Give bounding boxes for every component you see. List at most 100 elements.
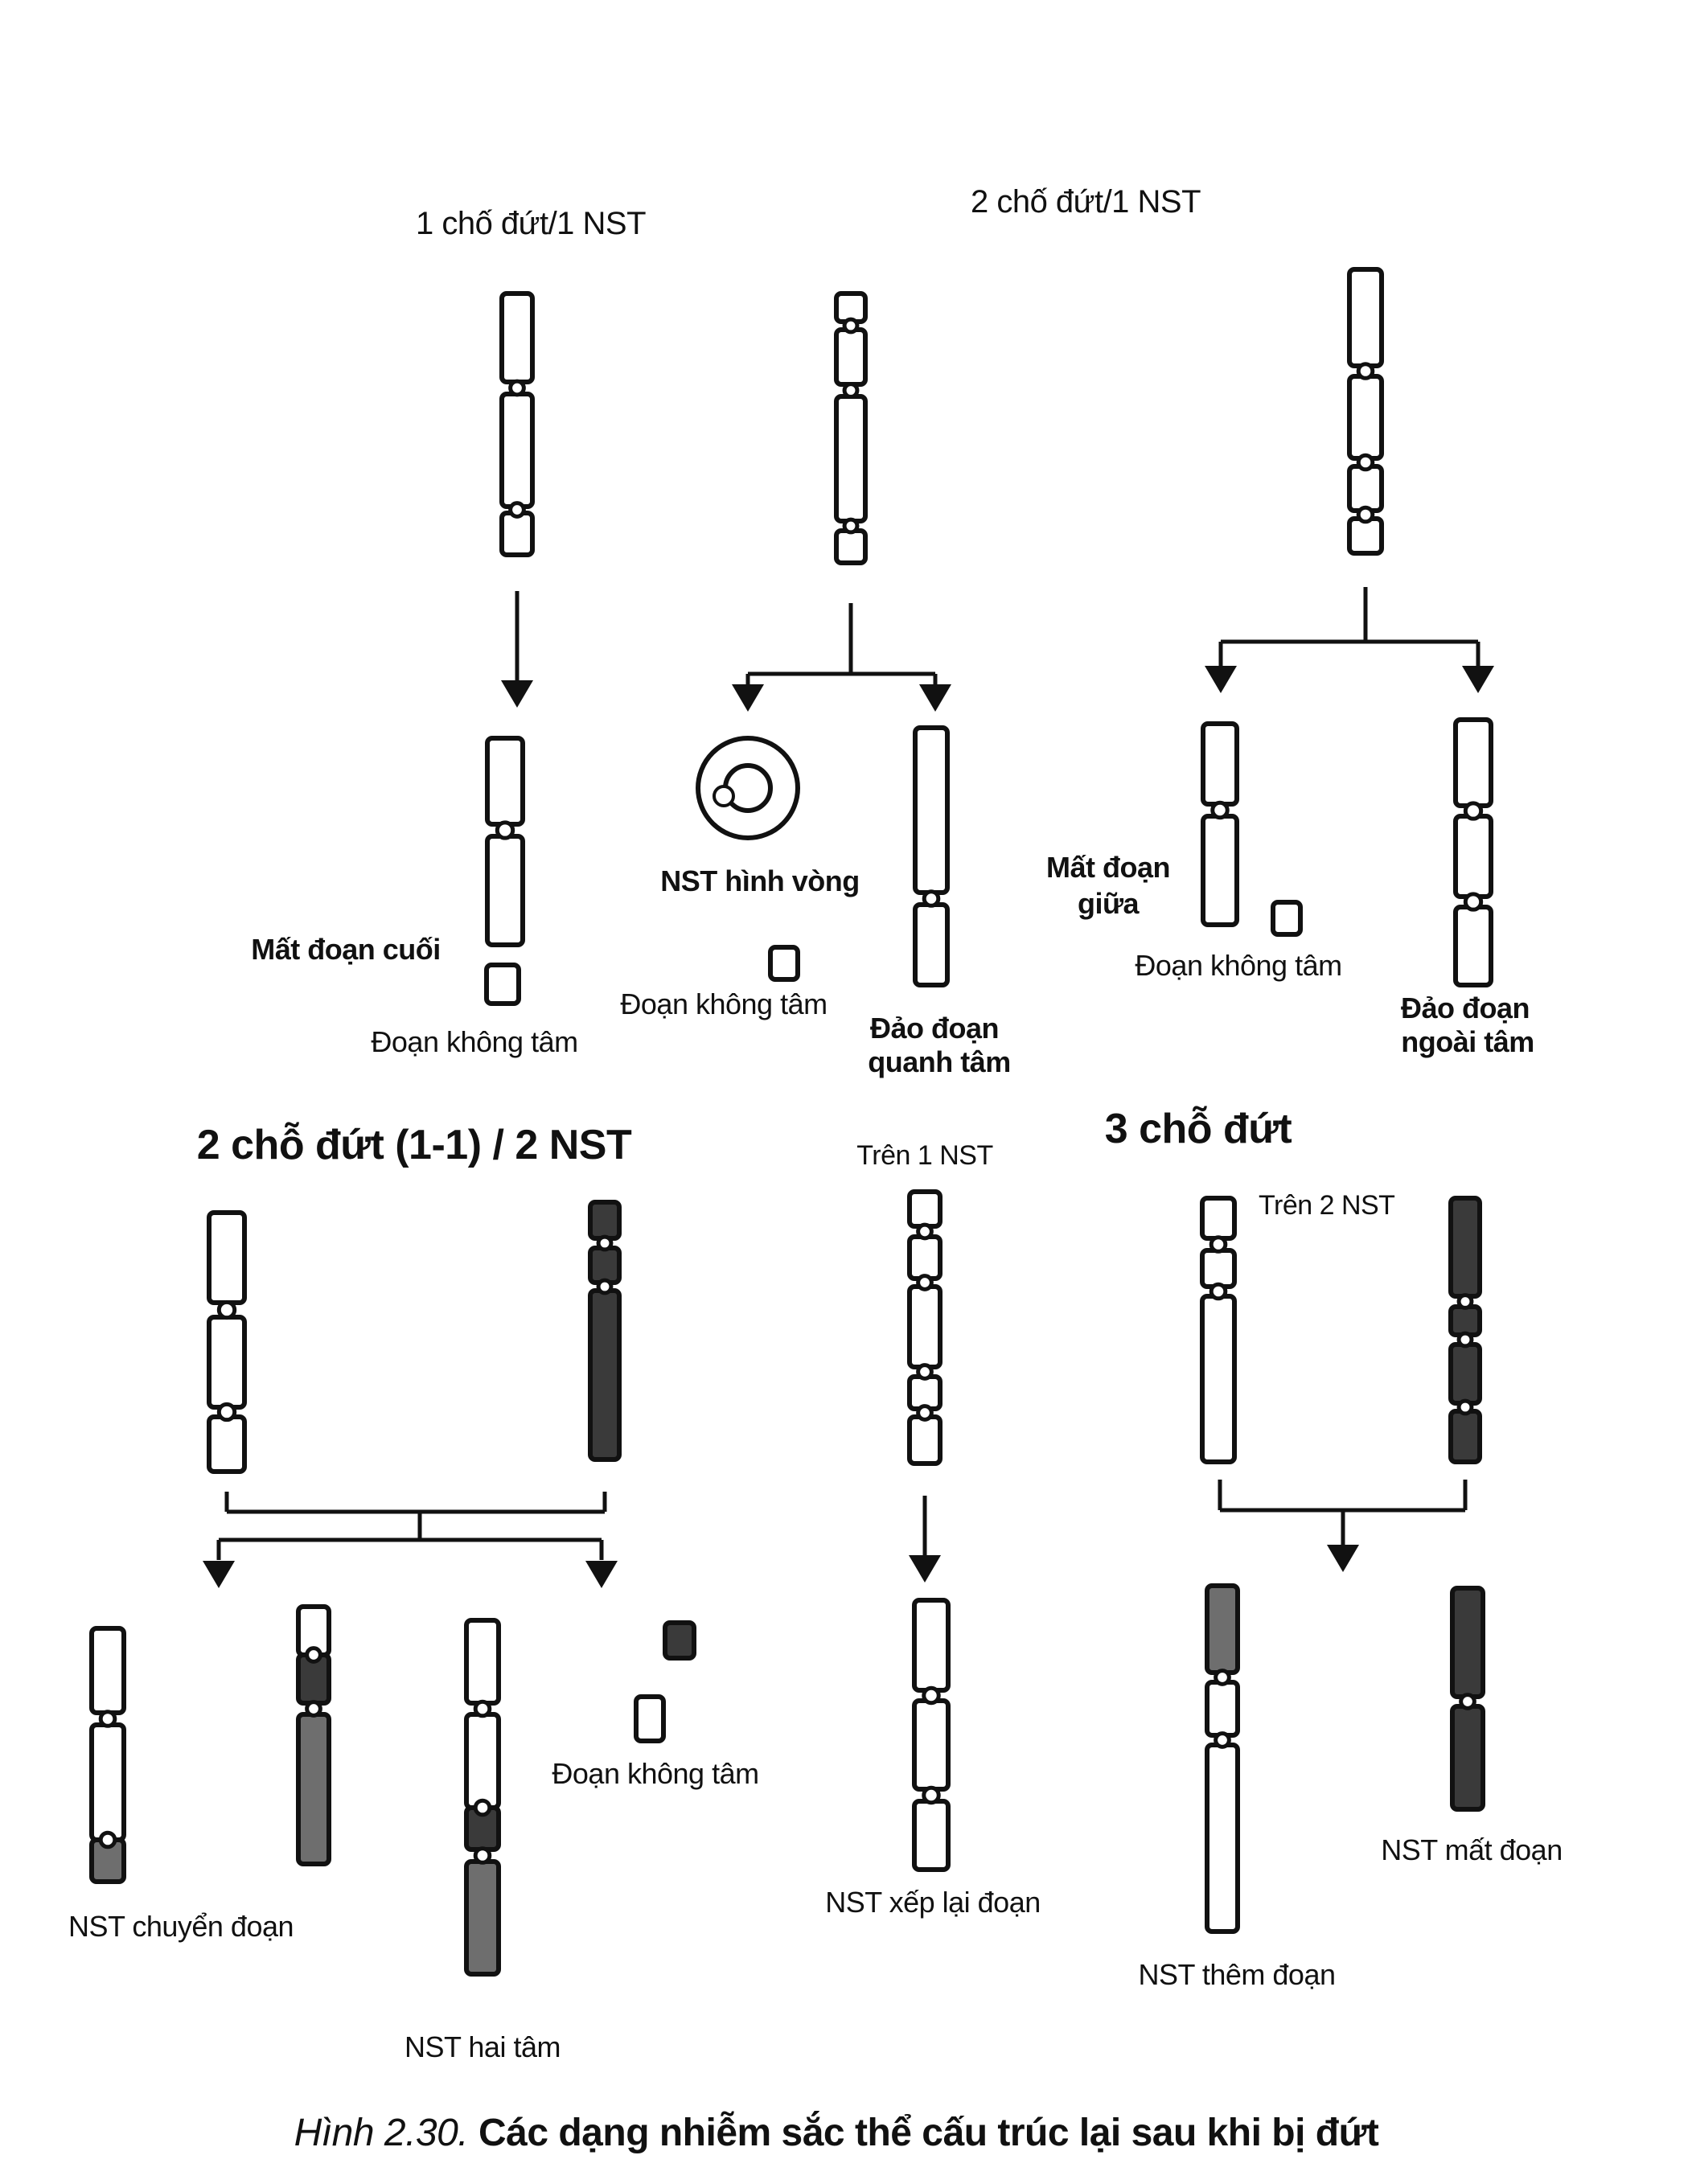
p1-terminal-deleted-constriction-1 xyxy=(495,820,515,840)
p2-ring-centromere xyxy=(713,785,735,807)
p5-chromosome-constriction-4 xyxy=(916,1404,934,1422)
p5-rearranged-segment-1 xyxy=(912,1598,951,1693)
p2-chromosome-constriction-3 xyxy=(842,517,860,535)
p4-acentric-dark-segment-1 xyxy=(663,1620,696,1661)
p1-chromosome-segment-1 xyxy=(499,291,535,384)
label-translocation: NST chuyển đoạn xyxy=(68,1910,294,1943)
p1-terminal-deleted-segment-1 xyxy=(485,736,525,827)
p4-right-head xyxy=(585,1561,618,1588)
p2-ring-inner xyxy=(723,763,773,813)
p5-rearranged-constriction-2 xyxy=(922,1785,941,1805)
label-duplication: NST thêm đoạn xyxy=(1138,1958,1336,1991)
p1-chromosome-segment-2 xyxy=(499,392,535,509)
p1-chromosome-segment-3 xyxy=(499,511,535,557)
p3-chromosome-segment-3 xyxy=(1347,464,1384,513)
p4-chromosome-a-segment-3 xyxy=(207,1414,247,1474)
p4-dicentric-segment-2 xyxy=(464,1712,501,1810)
p6-chromosome-b-segment-3 xyxy=(1448,1342,1482,1406)
p6-duplication-constriction-2 xyxy=(1214,1731,1231,1749)
label-dicentric: NST hai tâm xyxy=(405,2030,561,2063)
p3-interstitial-deleted-segment-1 xyxy=(1201,721,1239,807)
label-deletion: NST mất đoạn xyxy=(1381,1833,1563,1866)
p6-deletion-segment-1 xyxy=(1450,1586,1485,1699)
p1-chromosome-constriction-2 xyxy=(508,501,526,519)
p6-deletion-segment-2 xyxy=(1450,1704,1485,1812)
p6-chromosome-b-constriction-1 xyxy=(1456,1293,1474,1310)
p6-duplication-segment-2 xyxy=(1205,1680,1240,1738)
p6-chromosome-b-constriction-2 xyxy=(1456,1331,1474,1349)
p4-chromosome-b-constriction-2 xyxy=(596,1278,614,1295)
p6-arrow-head xyxy=(1327,1545,1359,1572)
p2-chromosome-constriction-1 xyxy=(842,317,860,335)
p3-fork-left-head xyxy=(1205,666,1237,693)
p4-acentric-light-segment-1 xyxy=(634,1694,666,1743)
p5-rearranged-segment-3 xyxy=(912,1799,951,1872)
p2-chromosome-segment-3 xyxy=(834,394,868,523)
p2-fork-right-head xyxy=(919,684,951,712)
p6-chromosome-b-constriction-3 xyxy=(1456,1398,1474,1416)
p5-chromosome-constriction-2 xyxy=(916,1274,934,1291)
p6-chromosome-b-segment-1 xyxy=(1448,1196,1482,1299)
p4-dicentric-constriction-3 xyxy=(473,1846,492,1865)
p6-chromosome-a-segment-3 xyxy=(1200,1294,1237,1464)
label-pericentric-inversion-1: Đảo đoạn xyxy=(869,1012,1000,1045)
p4-translocation-2-segment-3 xyxy=(296,1712,331,1866)
p4-dicentric-segment-4 xyxy=(464,1859,501,1977)
p2-pericentric-inverted-segment-1 xyxy=(913,725,950,895)
p3-paracentric-inverted-constriction-2 xyxy=(1463,892,1484,912)
p3-chromosome-segment-2 xyxy=(1347,374,1384,461)
p3-chromosome-segment-4 xyxy=(1347,516,1384,556)
figure-number: Hình 2.30. xyxy=(294,2112,469,2154)
p4-chromosome-b-segment-1 xyxy=(588,1200,622,1241)
p3-paracentric-inverted-segment-2 xyxy=(1453,814,1493,899)
header-two-breaks-two-chromosomes: 2 chỗ đứt (1-1) / 2 NST xyxy=(196,1122,632,1168)
p3-chromosome-segment-1 xyxy=(1347,267,1384,368)
p4-chromosome-a-constriction-2 xyxy=(216,1402,237,1422)
p2-pericentric-inverted-segment-2 xyxy=(913,902,950,987)
p5-chromosome-constriction-3 xyxy=(916,1363,934,1381)
p4-dicentric-constriction-1 xyxy=(473,1699,492,1718)
label-interstitial-deletion-1: Mất đoạn xyxy=(1046,851,1171,884)
p5-rearranged-segment-2 xyxy=(912,1698,951,1792)
header-one-break: 1 chố đứt/1 NST xyxy=(415,206,647,241)
p1-terminal-deleted-segment-2 xyxy=(485,834,525,947)
label-ring-chromosome: NST hình vòng xyxy=(660,864,860,897)
p4-dicentric-constriction-2 xyxy=(473,1798,492,1817)
p4-chromosome-b-segment-2 xyxy=(588,1246,622,1285)
p6-chromosome-a-segment-1 xyxy=(1200,1196,1237,1241)
p4-translocation-1-segment-2 xyxy=(89,1722,126,1842)
p5-rearranged-constriction-1 xyxy=(922,1685,941,1706)
p4-chromosome-a-segment-1 xyxy=(207,1210,247,1305)
p2-chromosome-constriction-2 xyxy=(842,382,860,399)
p3-paracentric-inverted-segment-1 xyxy=(1453,717,1493,808)
header-on-two-chromosomes: Trên 2 NST xyxy=(1259,1190,1395,1221)
p4-translocation-1-constriction-2 xyxy=(98,1830,117,1849)
p5-chromosome-segment-3 xyxy=(907,1284,943,1369)
p4-translocation-1-segment-1 xyxy=(89,1626,126,1715)
label-acentric-fragment-4: Đoạn không tâm xyxy=(552,1757,759,1790)
p3-fork-right-head xyxy=(1462,666,1494,693)
p3-paracentric-inverted-constriction-1 xyxy=(1463,801,1484,821)
p3-interstitial-deleted-constriction-1 xyxy=(1210,800,1230,820)
p3-paracentric-inverted-segment-3 xyxy=(1453,905,1493,987)
p6-duplication-segment-1 xyxy=(1205,1583,1240,1675)
p2-chromosome-segment-2 xyxy=(834,327,868,387)
header-two-breaks-one-chromosome: 2 chố đứt/1 NST xyxy=(970,184,1201,220)
p5-chromosome-segment-2 xyxy=(907,1234,943,1281)
p2-ring-outer xyxy=(696,736,800,840)
figure-caption-text: Các dạng nhiễm sắc thể cấu trúc lại sau … xyxy=(478,2112,1379,2154)
p6-duplication-segment-3 xyxy=(1205,1743,1240,1934)
p5-chromosome-constriction-1 xyxy=(916,1222,934,1241)
p4-left-head xyxy=(203,1561,235,1588)
p6-chromosome-a-segment-2 xyxy=(1200,1248,1237,1289)
figure-caption: Hình 2.30. Các dạng nhiễm sắc thể cấu tr… xyxy=(294,2111,1379,2155)
p1-arrow-head xyxy=(501,680,533,708)
p4-chromosome-a-segment-2 xyxy=(207,1315,247,1410)
header-three-breaks: 3 chỗ đứt xyxy=(1104,1106,1292,1152)
p3-interstitial-deleted-segment-2 xyxy=(1201,814,1239,927)
label-acentric-fragment-2: Đoạn không tâm xyxy=(620,987,828,1020)
label-paracentric-inversion-1: Đảo đoạn xyxy=(1400,991,1530,1024)
p3-acentric-segment-1 xyxy=(1271,900,1303,937)
p4-chromosome-a-constriction-1 xyxy=(216,1299,237,1320)
